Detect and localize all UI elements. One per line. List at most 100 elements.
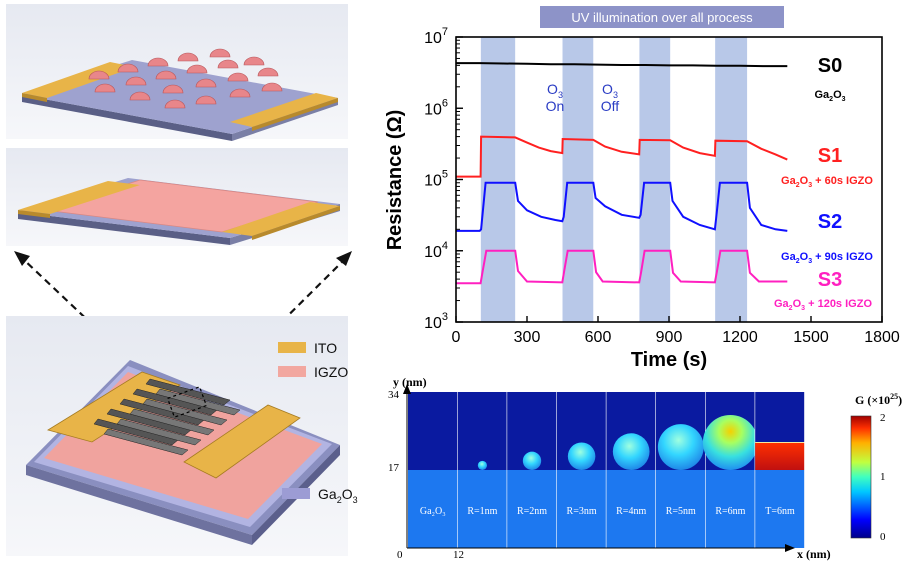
sim-upper-region: [457, 392, 508, 470]
colorbar-tick-1: 1: [880, 471, 886, 483]
sim-lower-region: [705, 470, 756, 548]
sim-panel-6: R=5nm: [656, 392, 707, 548]
colorbar: [850, 415, 872, 539]
ito-electrode-left-2: [18, 181, 140, 214]
ito-pad-left: [47, 371, 181, 443]
interdigitated-fingers: [93, 378, 241, 456]
arrow-head-left: [14, 251, 30, 266]
o3-on-label-line2: On: [546, 98, 565, 114]
ito-electrode-right: [230, 93, 338, 127]
sim-panel-2: R=1nm: [457, 392, 508, 548]
sim-y-tick-34: 34: [388, 389, 400, 401]
sim-y-tick-0: 0: [397, 549, 403, 561]
igzo-dot: [522, 451, 542, 470]
zoom-region-box: [166, 386, 208, 418]
o3-off-label-line1: O3: [602, 81, 618, 100]
sim-lower-region: [556, 470, 607, 548]
sim-lower-region: [507, 470, 557, 548]
sim-panels: Ga₂O₃ R=1nm R=2nm R=3nm R=4nm R=5nm R=6nm T=6nm: [408, 392, 806, 548]
o3-interval-2: [562, 37, 594, 322]
igzo-dot: [612, 433, 650, 470]
y-tick-label: 107: [424, 26, 448, 47]
legend-ga2o3-swatch: [282, 488, 310, 499]
o3-interval-1: [480, 37, 516, 322]
x-tick-label: 600: [585, 329, 612, 346]
sim-lower-region: [457, 470, 508, 548]
legend-igzo-swatch: [278, 366, 306, 377]
y-tick-label: 106: [424, 97, 448, 118]
ito-pad-right: [183, 404, 301, 479]
x-ticks: 0 300 600 900 1200 1500 1800: [452, 316, 900, 346]
sim-panel-label: R=1nm: [467, 506, 497, 517]
arrow-head-right: [336, 251, 352, 266]
s0-label: S0: [818, 55, 842, 77]
sim-y-tick-17: 17: [388, 462, 400, 474]
y-tick-label: 104: [424, 240, 448, 261]
x-tick-label: 1200: [722, 329, 758, 346]
s1-desc: Ga2O3 + 60s IGZO: [781, 175, 873, 189]
legend-ga2o3-label: Ga2O3: [318, 486, 358, 505]
s3-desc: Ga2O3 + 120s IGZO: [774, 298, 872, 312]
sim-x-tick-12: 12: [453, 549, 464, 561]
x-tick-label: 0: [452, 329, 461, 346]
y-axis-label: Resistance (Ω): [384, 110, 406, 251]
sim-panel-label: R=2nm: [517, 506, 547, 517]
s2-desc: Ga2O3 + 90s IGZO: [781, 251, 873, 265]
o3-interval-3: [639, 37, 671, 322]
s3-label: S3: [818, 269, 842, 291]
o3-interval-4: [715, 37, 748, 322]
s2-label: S2: [818, 211, 842, 233]
sim-lower-region: [656, 470, 706, 548]
y-tick-label: 105: [424, 169, 448, 190]
x-tick-label: 300: [514, 329, 541, 346]
sim-panel-label: Ga₂O₃: [420, 506, 446, 517]
sim-panel-3: R=2nm: [507, 392, 558, 548]
x-tick-label: 1800: [864, 329, 900, 346]
igzo-dot: [702, 414, 758, 470]
sim-panel-1: Ga₂O₃: [408, 392, 459, 548]
series-s1-line: [456, 135, 788, 178]
sim-panel-label: R=5nm: [666, 506, 696, 517]
sim-x-label: x (nm): [797, 547, 831, 561]
igzo-layer-region: [755, 442, 805, 470]
series-s2-line: [456, 181, 788, 232]
sim-lower-region: [755, 470, 805, 548]
material-legend: ITO IGZO Ga2O3: [278, 340, 358, 505]
sim-panel-label: R=6nm: [715, 506, 745, 517]
sim-lower-region: [408, 470, 458, 548]
device-schematics-svg: ITO IGZO Ga2O3: [6, 4, 358, 556]
device-schematics: ITO IGZO Ga2O3: [0, 0, 360, 562]
colorbar-tick-0: 0: [880, 531, 886, 543]
device-with-igzo-film: [18, 178, 340, 245]
o3-off-label-line2: Off: [601, 98, 620, 114]
sim-x-axis-arrow: [785, 544, 795, 552]
sim-panel-label: R=4nm: [616, 506, 646, 517]
device-interdigitated: [26, 360, 340, 545]
sim-y-axis-arrow: [403, 384, 411, 394]
sim-lower-region: [606, 470, 656, 548]
series-s3-line: [456, 249, 788, 285]
x-tick-label: 1500: [793, 329, 829, 346]
igzo-dot: [567, 442, 596, 470]
igzo-dots: [88, 48, 283, 109]
device-with-igzo-dots: [22, 48, 338, 141]
sim-panel-5: R=4nm: [606, 392, 657, 548]
generation-rate-maps-svg: y (nm) 34 17 0 12 x (nm) Ga₂O₃ R=1nm R=2nm…: [388, 375, 902, 561]
y-ticks: 103 104 105 106 107: [424, 26, 463, 332]
colorbar-tick-2: 2: [880, 412, 886, 424]
series-lines: [456, 62, 788, 285]
resistance-chart: UV illumination over all process 0 300 600…: [375, 0, 922, 372]
sim-panel-label: T=6nm: [765, 506, 795, 517]
resistance-chart-svg: UV illumination over all process 0 300 600…: [384, 6, 900, 371]
y-tick-label: 103: [424, 311, 448, 332]
sim-upper-region: [408, 392, 458, 470]
sim-panel-label: R=3nm: [567, 506, 597, 517]
legend-igzo-label: IGZO: [314, 364, 348, 380]
sim-panel-8: T=6nm: [755, 392, 806, 548]
ito-electrode-left: [22, 62, 135, 98]
sim-panel-4: R=3nm: [556, 392, 607, 548]
igzo-dot: [657, 424, 704, 470]
ito-electrode-right-2: [222, 202, 340, 236]
o3-on-label-line1: O3: [547, 81, 563, 100]
s1-label: S1: [818, 145, 842, 167]
